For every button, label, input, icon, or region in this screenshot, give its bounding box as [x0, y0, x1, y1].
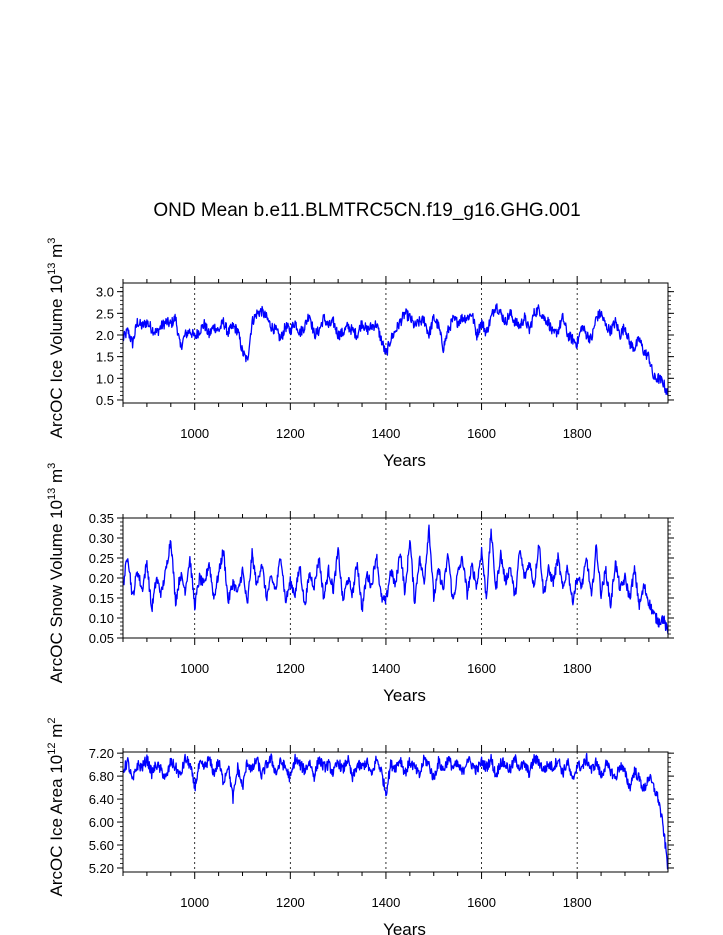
y-tick-label: 0.35	[89, 511, 114, 526]
y-tick-label: 0.20	[89, 571, 114, 586]
series-line	[122, 524, 669, 635]
y-tick-label: 1.0	[96, 371, 114, 386]
panel-2: 1000 1200 1400 1600 1800 0.05 0.10 0.15 0.20 0.25…	[46, 463, 674, 705]
y-axis-label: ArcOC Ice Volume 1013 m3	[46, 238, 66, 439]
x-tick-label: 1800	[563, 895, 592, 910]
x-tick-label: 1200	[276, 895, 305, 910]
y-tick-label: 0.30	[89, 531, 114, 546]
y-tick-label: 6.80	[89, 769, 114, 784]
y-tick-label: 6.40	[89, 792, 114, 807]
x-tick-label: 1000	[180, 426, 209, 441]
x-tick-label: 1800	[563, 426, 592, 441]
x-axis-label: Years	[383, 451, 426, 470]
y-tick-label: 5.60	[89, 838, 114, 853]
plot-frame	[122, 751, 669, 873]
x-tick-label: 1400	[371, 661, 400, 676]
panel-1: 1000 1200 1400 1600 1800 0.5 1.0 1.5 2.0 2.5 3.0 Ye…	[46, 238, 674, 470]
plot-frame	[122, 517, 669, 639]
x-tick-label: 1600	[467, 661, 496, 676]
x-tick-label: 1400	[371, 426, 400, 441]
x-tick-label: 1000	[180, 895, 209, 910]
y-axis-label: ArcOC Ice Area 1012 m2	[46, 718, 66, 897]
x-tick-label: 1200	[276, 661, 305, 676]
x-tick-label: 1600	[467, 895, 496, 910]
x-tick-label: 1800	[563, 661, 592, 676]
y-tick-label: 3.0	[96, 285, 114, 300]
y-tick-label: 0.10	[89, 611, 114, 626]
figure-title: OND Mean b.e11.BLMTRC5CN.f19_g16.GHG.001	[153, 200, 580, 221]
y-tick-label: 0.15	[89, 591, 114, 606]
panel-3: 1000 1200 1400 1600 1800 5.20 5.60 6.00 6.40 6.80…	[46, 718, 674, 935]
x-tick-label: 1200	[276, 426, 305, 441]
x-axis-label: Years	[383, 686, 426, 705]
y-tick-label: 7.20	[89, 746, 114, 761]
series-line	[122, 303, 669, 396]
x-axis-label: Years	[383, 920, 426, 935]
y-tick-label: 5.20	[89, 861, 114, 876]
y-tick-label: 6.00	[89, 815, 114, 830]
x-tick-label: 1400	[371, 895, 400, 910]
series-line	[122, 752, 669, 870]
x-tick-label: 1600	[467, 426, 496, 441]
y-tick-label: 1.5	[96, 350, 114, 365]
y-tick-label: 2.0	[96, 328, 114, 343]
y-tick-label: 2.5	[96, 306, 114, 321]
y-tick-label: 0.25	[89, 551, 114, 566]
y-tick-label: 0.5	[96, 393, 114, 408]
y-axis-label: ArcOC Snow Volume 1013 m3	[46, 463, 66, 684]
y-tick-label: 0.05	[89, 631, 114, 646]
plot-frame	[122, 282, 669, 404]
x-tick-label: 1000	[180, 661, 209, 676]
